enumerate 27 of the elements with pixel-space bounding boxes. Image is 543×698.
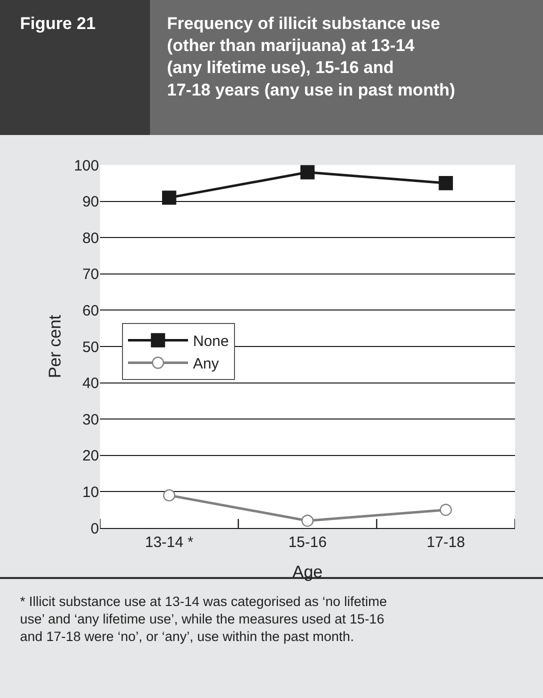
y-axis-title: Per cent (46, 314, 65, 378)
y-tick-label: 40 (82, 375, 99, 392)
y-tick-label: 10 (82, 484, 99, 501)
point (301, 514, 314, 527)
point (162, 190, 176, 205)
y-tick-label: 30 (82, 411, 99, 428)
point (163, 489, 176, 502)
x-tick-label: 17-18 (426, 534, 466, 552)
y-tick-label: 90 (82, 194, 99, 211)
legend-label: None (193, 333, 229, 350)
y-tick-label: 100 (74, 157, 99, 174)
text: * Illicit substance use at 13-14 was categorised as ‘no lifetime use’ and ‘any lifetime use’, while the measures used at 15-16 and 17-18 were ‘no’, or ‘any’, use within the past month. (20, 594, 387, 644)
x-tick-label: 13-14 * (144, 534, 194, 552)
x-axis-title: Age (292, 562, 323, 582)
point (300, 165, 315, 180)
legend-label: Any (193, 356, 220, 373)
y-tick-label: 20 (82, 448, 99, 465)
chart-title: Frequency of illicit substance use (other than marijuana) at 13-14 (any lifetime use), 15-16 and 17-18 years (any use in past month) (167, 14, 456, 100)
y-tick-label: 50 (82, 338, 99, 356)
point (438, 176, 453, 190)
point (440, 504, 452, 516)
y-tick-label: 80 (82, 230, 99, 247)
y-tick-label: 60 (82, 302, 99, 320)
caption: Figure 21 (20, 14, 96, 33)
y-tick-label: 70 (82, 266, 99, 284)
x-tick-label: 15-16 (288, 534, 327, 552)
y-tick-label: 0 (90, 520, 99, 538)
